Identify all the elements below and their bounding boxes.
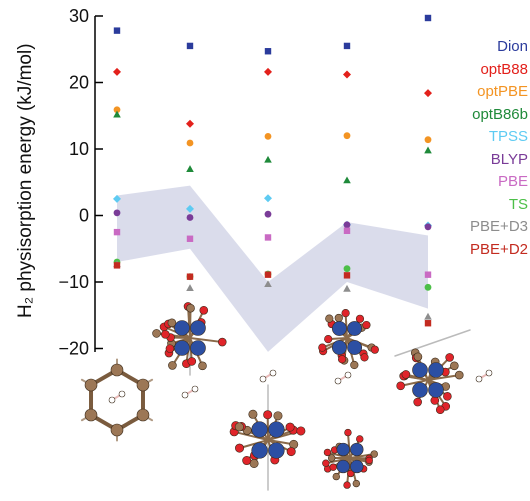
- point-optb88: [343, 71, 351, 79]
- point-blyp: [114, 209, 121, 216]
- point-dion: [114, 27, 120, 33]
- legend-item-ts: TS: [432, 194, 528, 217]
- point-pbe: [425, 271, 431, 277]
- point-tpss: [264, 194, 272, 202]
- legend-item-tpss: TPSS: [432, 126, 528, 149]
- legend-item-pbe-d2: PBE+D2: [432, 239, 528, 262]
- point-pbe: [344, 228, 350, 234]
- y-tick-label: 0: [79, 206, 89, 226]
- point-optb86b: [424, 147, 432, 154]
- legend-item-optb88: optB88: [432, 59, 528, 82]
- point-dion: [425, 15, 431, 21]
- point-dion: [344, 43, 350, 49]
- point-optb86b: [264, 156, 272, 163]
- y-tick-label: 30: [69, 6, 89, 26]
- legend-item-optpbe: optPBE: [432, 81, 528, 104]
- point-ts: [425, 284, 432, 291]
- point-pbe-d2: [344, 272, 350, 278]
- point-optb88: [113, 68, 121, 76]
- y-tick-label: −20: [58, 339, 89, 359]
- point-pbe-d2: [425, 320, 431, 326]
- point-ts: [344, 265, 351, 272]
- point-optb88: [264, 68, 272, 76]
- point-dion: [187, 43, 193, 49]
- point-pbe-d2: [265, 271, 271, 277]
- point-optpbe: [187, 140, 194, 147]
- legend-item-optb86b: optB86b: [432, 104, 528, 127]
- point-optb86b: [186, 165, 194, 172]
- point-optpbe: [265, 133, 272, 140]
- point-pbe-d3: [186, 284, 194, 291]
- point-optb88: [424, 89, 432, 97]
- point-pbe-d3: [424, 313, 432, 320]
- y-tick-label: 10: [69, 139, 89, 159]
- point-dion: [265, 48, 271, 54]
- y-tick-label: −10: [58, 272, 89, 292]
- y-axis-label: H₂ physisorption energy (kJ/mol): [15, 58, 39, 318]
- point-pbe-d3: [343, 285, 351, 292]
- legend-item-blyp: BLYP: [432, 149, 528, 172]
- point-pbe: [187, 236, 193, 242]
- point-pbe-d2: [114, 262, 120, 268]
- legend-item-pbe: PBE: [432, 171, 528, 194]
- point-blyp: [425, 223, 432, 230]
- legend-item-dion: Dion: [432, 36, 528, 59]
- y-tick-label: 20: [69, 73, 89, 93]
- point-pbe: [265, 234, 271, 240]
- point-pbe: [114, 229, 120, 235]
- legend-item-pbe-d3: PBE+D3: [432, 216, 528, 239]
- point-optpbe: [344, 132, 351, 139]
- point-optb88: [186, 120, 194, 128]
- point-pbe-d2: [187, 273, 193, 279]
- point-blyp: [187, 214, 194, 221]
- point-blyp: [344, 221, 351, 228]
- point-blyp: [265, 211, 272, 218]
- point-optb86b: [343, 176, 351, 183]
- point-optpbe: [425, 136, 432, 143]
